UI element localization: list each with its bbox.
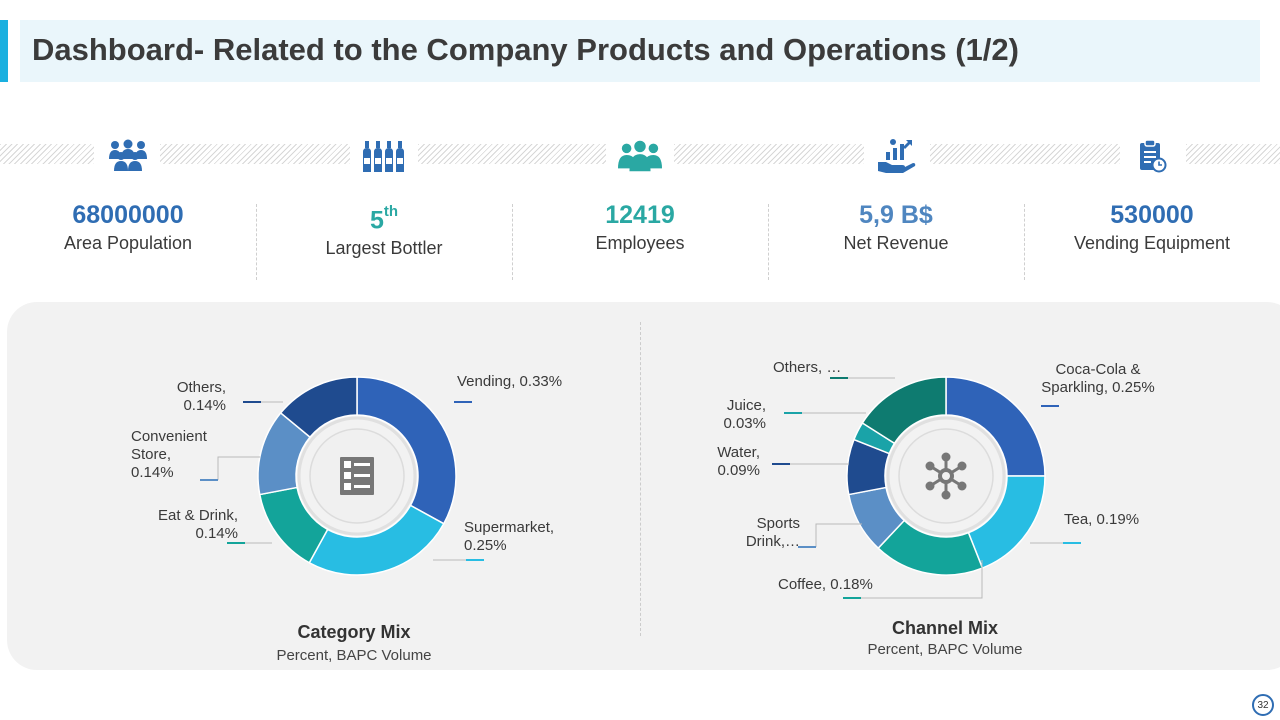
charts-canvas: Vending, 0.33% Supermarket, 0.25% Eat & Dri… [131,359,1155,599]
chart-panel [7,302,1280,670]
hatch-strip [1186,144,1280,164]
data-label-sports-drink: Sports Drink,… [746,515,800,550]
hatch-strip [930,144,1120,164]
data-label-others: Others, 0.14% [177,379,226,414]
channel-mix-title: Channel Mix [891,618,998,638]
page-number: 32 [1252,694,1274,716]
page-title: Dashboard- Related to the Company Produc… [32,32,1019,67]
kpi-divider [256,204,257,280]
people-group-icon [106,134,150,178]
channel-mix-donut: Coca-Cola & Sparkling, 0.25% Tea, 0.19% Cof… [717,359,1155,599]
slice-vending [356,376,457,525]
checklist-icon [340,457,374,495]
kpi-vending-equipment: 530000 Vending Equipment [1024,198,1280,254]
kpi-label: Area Population [63,233,193,253]
panel-divider [640,322,641,636]
channel-mix-subtitle: Percent, BAPC Volume [867,641,1023,658]
data-label-water: Water, 0.09% [717,444,760,479]
kpi-value: 5,9 B$ [859,201,933,229]
data-label-convenient-store: Convenient Store, 0.14% [131,428,208,481]
kpi-value: 68000000 [72,201,184,229]
slice-others [279,376,358,439]
kpi-label: Largest Bottler [325,238,443,259]
data-label-coffee: Coffee, 0.18% [778,576,873,593]
data-label-juice: Juice, 0.03% [723,397,766,432]
data-label-others: Others, … [773,359,841,376]
data-label-coca-cola-sparkling: Coca-Cola & Sparkling, 0.25% [1041,361,1154,396]
data-label-supermarket: Supermarket, 0.25% [464,519,554,554]
leader-line [861,560,983,599]
kpi-divider [1024,204,1025,280]
kpi-divider [512,204,513,280]
data-label-eat-drink: Eat & Drink, 0.14% [158,507,238,542]
kpi-divider [768,204,769,280]
kpi-value: 530000 [1110,201,1194,229]
hatch-strip [418,144,606,164]
clipboard-clock-icon [1130,134,1174,178]
title-accent-bar [0,20,8,82]
hatch-strip [160,144,350,164]
kpi-area-population: 68000000 Area Population [0,198,256,254]
network-hub-icon [925,452,967,500]
kpi-label: Vending Equipment [1073,233,1231,253]
kpi-value: 5th [369,203,399,235]
hatch-strip [0,144,94,164]
bottles-icon [362,134,406,178]
title-bar: Dashboard- Related to the Company Produc… [20,20,1260,82]
kpi-employees: 12419 Employees [512,198,768,254]
kpi-value: 12419 [605,201,675,229]
kpi-net-revenue: 5,9 B$ Net Revenue [768,198,1024,254]
kpi-label: Net Revenue [843,233,949,253]
category-mix-donut: Vending, 0.33% Supermarket, 0.25% Eat & Dri… [131,373,562,576]
data-label-tea: Tea, 0.19% [1064,511,1139,528]
kpi-label: Employees [595,233,685,253]
leader-line [217,456,260,480]
hatch-strip [674,144,864,164]
category-mix-subtitle: Percent, BAPC Volume [276,647,432,664]
data-label-vending: Vending, 0.33% [457,373,562,390]
kpi-largest-bottler: 5th Largest Bottler [256,198,512,259]
revenue-hand-icon [874,134,918,178]
team-icon [618,134,662,178]
category-mix-title: Category Mix [297,622,411,642]
slice-others [861,376,947,445]
leader-line [815,523,862,547]
